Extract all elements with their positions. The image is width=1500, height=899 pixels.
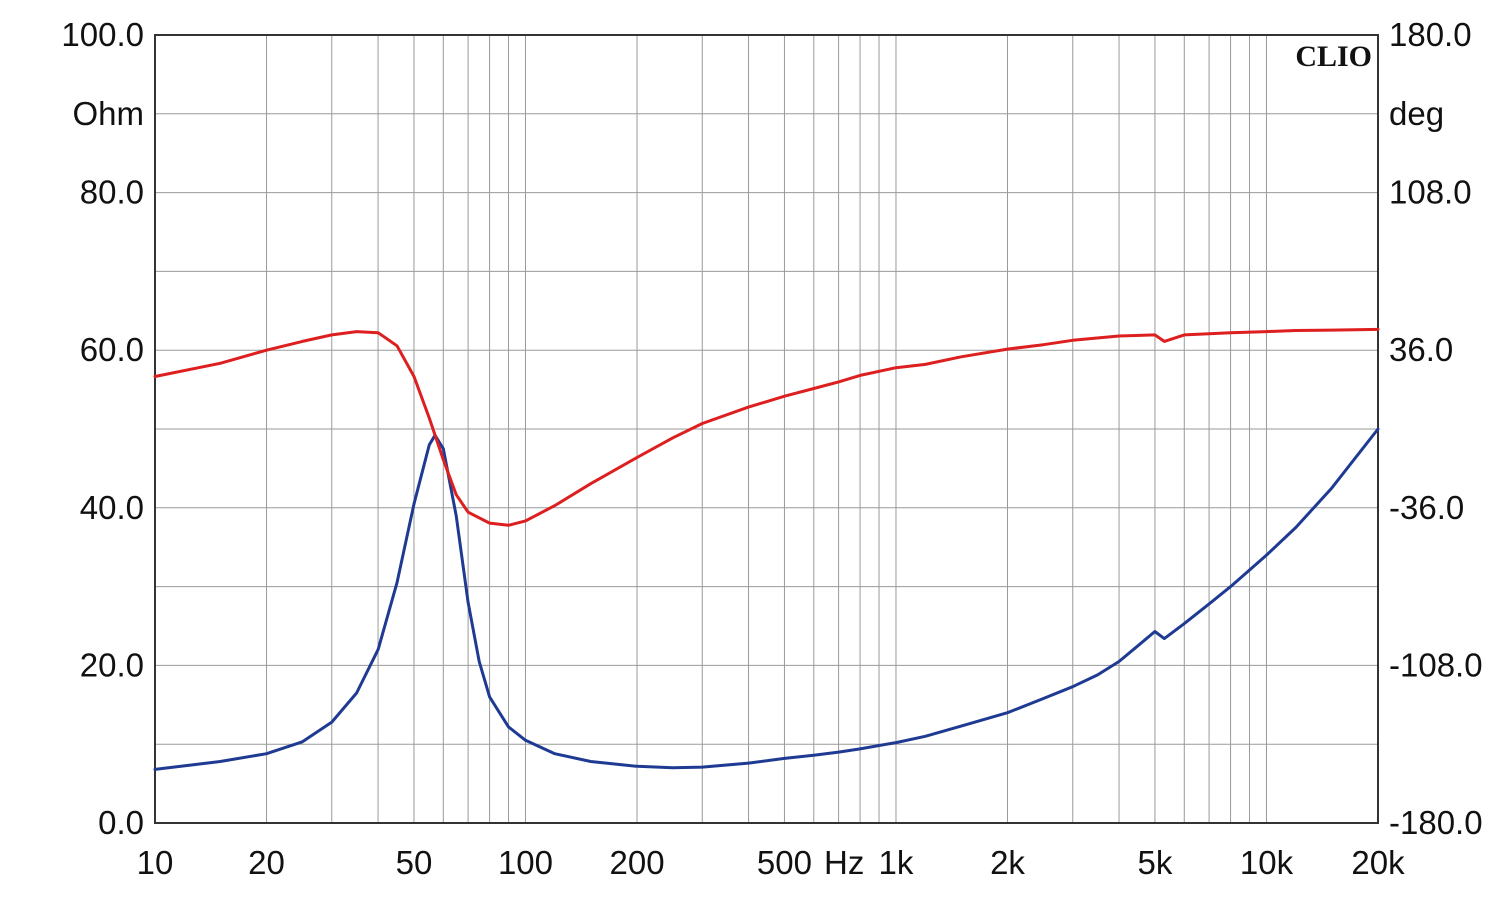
y-right-tick-label: -108.0 (1389, 646, 1483, 683)
x-tick-label: 1k (879, 844, 914, 881)
x-tick-label: 20 (248, 844, 285, 881)
x-tick-label: 500 (757, 844, 812, 881)
y-right-tick-label: 108.0 (1389, 174, 1472, 211)
y-left-tick-label: 80.0 (80, 174, 144, 211)
series-layer (153, 327, 1380, 771)
clio-brand-label: CLIO (1295, 40, 1372, 73)
y-right-tick-label: 36.0 (1389, 331, 1453, 368)
y-left-tick-label: 0.0 (98, 804, 144, 841)
y-left-tick-label: 20.0 (80, 646, 144, 683)
x-tick-label: 10k (1240, 844, 1294, 881)
x-unit-label: Hz (824, 844, 864, 881)
y-left-tick-label: 40.0 (80, 489, 144, 526)
x-tick-label: 50 (396, 844, 433, 881)
y-left-tick-label: 100.0 (61, 16, 144, 53)
x-tick-label: 200 (609, 844, 664, 881)
y-right-tick-label: 180.0 (1389, 16, 1472, 53)
x-tick-label: 5k (1138, 844, 1173, 881)
x-tick-label: 2k (990, 844, 1025, 881)
x-tick-label: 10 (137, 844, 174, 881)
y-right-tick-label: -36.0 (1389, 489, 1464, 526)
impedance-series-line (153, 427, 1380, 771)
y-right-tick-label: -180.0 (1389, 804, 1483, 841)
y-left-tick-label: 60.0 (80, 331, 144, 368)
y-left-unit-label: Ohm (72, 95, 144, 132)
x-tick-label: 20k (1351, 844, 1405, 881)
y-right-unit-label: deg (1389, 95, 1444, 132)
phase-series-line (153, 327, 1380, 527)
x-tick-label: 100 (498, 844, 553, 881)
grid-lines (155, 35, 1378, 823)
axis-labels: 10 20 50 100 200 500 1k 2k 5k 10k 20k Hz 0.0 20.0 40.0… (61, 16, 1482, 881)
